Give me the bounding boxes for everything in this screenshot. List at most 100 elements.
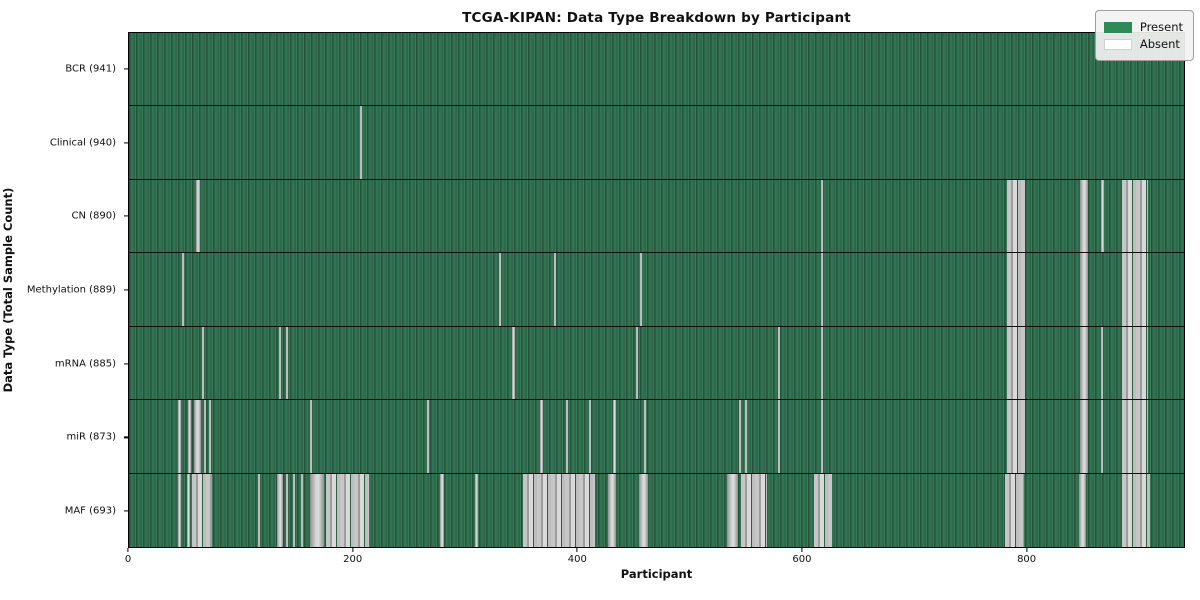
absent-stripe — [607, 473, 616, 547]
absent-stripe — [257, 473, 261, 547]
y-tick-label: Clinical (940) — [49, 137, 116, 149]
x-tick-mark — [127, 548, 129, 552]
absent-stripe — [1101, 326, 1104, 400]
absent-stripe — [1006, 179, 1025, 253]
absent-stripe — [1006, 326, 1025, 400]
x-tick-label: 800 — [1017, 554, 1037, 565]
absent-stripe — [181, 253, 184, 326]
absent-stripe — [1006, 253, 1025, 326]
x-tick-mark — [576, 548, 578, 552]
y-tick-label: mRNA (885) — [54, 358, 116, 370]
absent-stripe — [285, 326, 289, 400]
legend-label-present: Present — [1139, 20, 1183, 34]
y-tick-mark — [124, 289, 128, 291]
x-tick-mark — [352, 548, 354, 552]
absent-stripe — [475, 473, 478, 547]
absent-stripe — [1122, 326, 1149, 400]
chart-title: TCGA-KIPAN: Data Type Breakdown by Parti… — [462, 10, 851, 26]
absent-stripe — [1122, 473, 1151, 547]
x-axis-label: Participant — [620, 567, 693, 581]
y-tick-mark — [124, 68, 128, 70]
absent-stripe — [1122, 253, 1149, 326]
absent-stripe — [1004, 473, 1024, 547]
absent-stripe — [726, 473, 738, 547]
absent-stripe — [292, 473, 295, 547]
absent-stripe — [359, 106, 363, 179]
absent-stripe — [326, 473, 369, 547]
heatmap-row-bcr — [129, 33, 1184, 107]
absent-swatch-icon — [1103, 38, 1132, 50]
x-tick-mark — [1026, 548, 1028, 552]
absent-stripe — [178, 473, 181, 547]
absent-stripe — [820, 400, 823, 473]
heatmap-plot-area — [128, 32, 1185, 548]
absent-stripe — [439, 473, 445, 547]
absent-stripe — [285, 473, 289, 547]
heatmap-row-clinical — [129, 106, 1184, 180]
y-tick-label: miR (873) — [66, 431, 116, 443]
heatmap-row-mrna — [129, 326, 1184, 401]
absent-stripe — [744, 400, 747, 473]
y-tick-mark — [124, 510, 128, 512]
x-tick-label: 0 — [124, 554, 132, 565]
y-tick-mark — [124, 141, 128, 144]
absent-stripe — [201, 326, 205, 400]
y-tick-label: Methylation (889) — [26, 284, 116, 296]
y-tick-label: CN (890) — [71, 210, 116, 222]
absent-stripe — [196, 179, 200, 253]
y-tick-label: MAF (693) — [64, 505, 116, 517]
absent-stripe — [635, 326, 638, 400]
legend-item-present: Present — [1103, 20, 1183, 34]
absent-stripe — [512, 326, 515, 400]
absent-stripe — [194, 400, 201, 473]
x-tick-label: 200 — [343, 554, 363, 565]
absent-stripe — [187, 473, 190, 547]
absent-stripe — [820, 326, 823, 400]
absent-stripe — [208, 400, 211, 473]
absent-stripe — [1079, 400, 1088, 473]
absent-stripe — [178, 400, 181, 473]
legend-item-absent: Absent — [1103, 37, 1183, 51]
absent-stripe — [309, 400, 312, 473]
absent-stripe — [279, 326, 282, 400]
absent-stripe — [643, 400, 646, 473]
y-tick-mark — [124, 363, 128, 365]
x-tick-label: 600 — [792, 554, 812, 565]
absent-stripe — [300, 473, 303, 547]
absent-stripe — [540, 400, 543, 473]
x-tick-label: 400 — [567, 554, 587, 565]
y-tick-mark — [124, 436, 128, 439]
heatmap-row-maf — [129, 473, 1184, 547]
absent-stripe — [522, 473, 596, 547]
absent-stripe — [820, 179, 823, 253]
absent-stripe — [566, 400, 569, 473]
legend: Present Absent — [1094, 10, 1194, 61]
absent-stripe — [1122, 179, 1149, 253]
absent-stripe — [498, 253, 502, 326]
absent-stripe — [188, 400, 191, 473]
absent-stripe — [778, 326, 781, 400]
present-swatch-icon — [1103, 21, 1132, 33]
absent-stripe — [738, 400, 742, 473]
y-tick-label: BCR (941) — [65, 63, 116, 75]
absent-stripe — [553, 253, 557, 326]
x-axis-ticks: 0 200 400 600 800 — [124, 548, 1185, 570]
absent-stripe — [1006, 400, 1025, 473]
absent-stripe — [588, 400, 591, 473]
absent-stripe — [427, 400, 430, 473]
y-axis-ticks: BCR (941) Clinical (940) CN (890) Methylati… — [0, 32, 128, 548]
absent-stripe — [820, 253, 823, 326]
heatmap-row-methylation — [129, 253, 1184, 327]
absent-stripe — [1079, 326, 1088, 400]
absent-stripe — [1122, 400, 1149, 473]
absent-stripe — [640, 253, 643, 326]
absent-stripe — [1101, 179, 1105, 253]
y-tick-mark — [124, 215, 128, 217]
absent-stripe — [1079, 253, 1088, 326]
absent-stripe — [814, 473, 832, 547]
absent-stripe — [1078, 473, 1087, 547]
absent-stripe — [613, 400, 616, 473]
legend-label-absent: Absent — [1139, 37, 1180, 51]
absent-stripe — [778, 400, 781, 473]
